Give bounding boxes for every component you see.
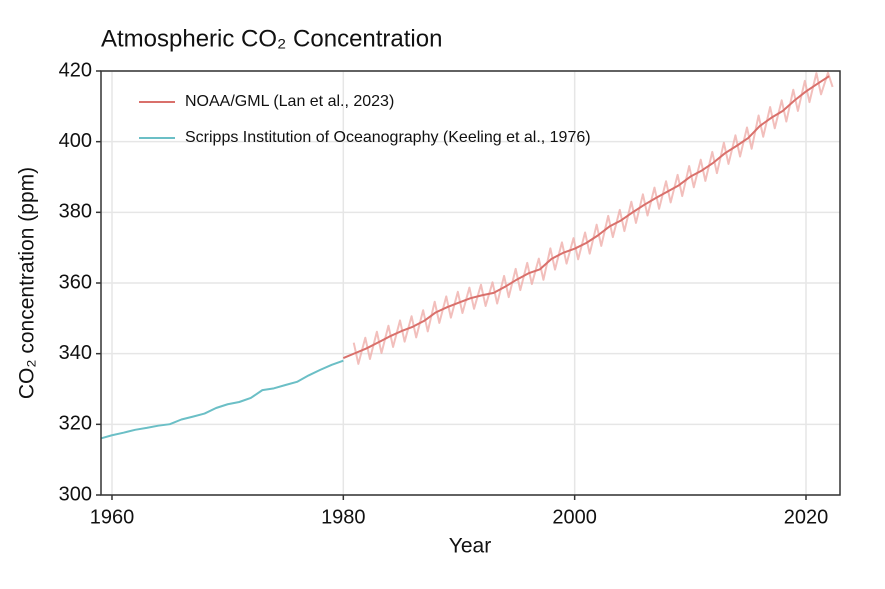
legend: NOAA/GML (Lan et al., 2023) Scripps Insti… — [139, 93, 591, 146]
y-tick-label: 360 — [59, 271, 92, 293]
x-axis-label: Year — [449, 535, 491, 558]
chart-title: Atmospheric CO₂ Concentration — [101, 25, 442, 52]
y-tick-label: 420 — [59, 59, 92, 81]
y-tick-label: 400 — [59, 130, 92, 152]
series-line — [342, 75, 830, 359]
legend-label: Scripps Institution of Oceanography (Kee… — [185, 129, 591, 146]
legend-label: NOAA/GML (Lan et al., 2023) — [185, 93, 394, 110]
y-tick-label: 340 — [59, 342, 92, 364]
y-tick-label: 300 — [59, 483, 92, 505]
axes: 300 320 340 360 380 400 420 1960 1980 2000 2020 — [59, 59, 829, 528]
series-line — [101, 359, 344, 440]
x-tick-label: 1960 — [90, 506, 135, 528]
x-tick-label: 2020 — [784, 506, 829, 528]
x-tick-label: 2000 — [552, 506, 597, 528]
y-axis-label: CO₂ concentration (ppm) — [16, 167, 39, 399]
plot-area — [101, 71, 834, 440]
y-tick-label: 320 — [59, 413, 92, 435]
y-tick-label: 380 — [59, 201, 92, 223]
x-tick-label: 1980 — [321, 506, 366, 528]
